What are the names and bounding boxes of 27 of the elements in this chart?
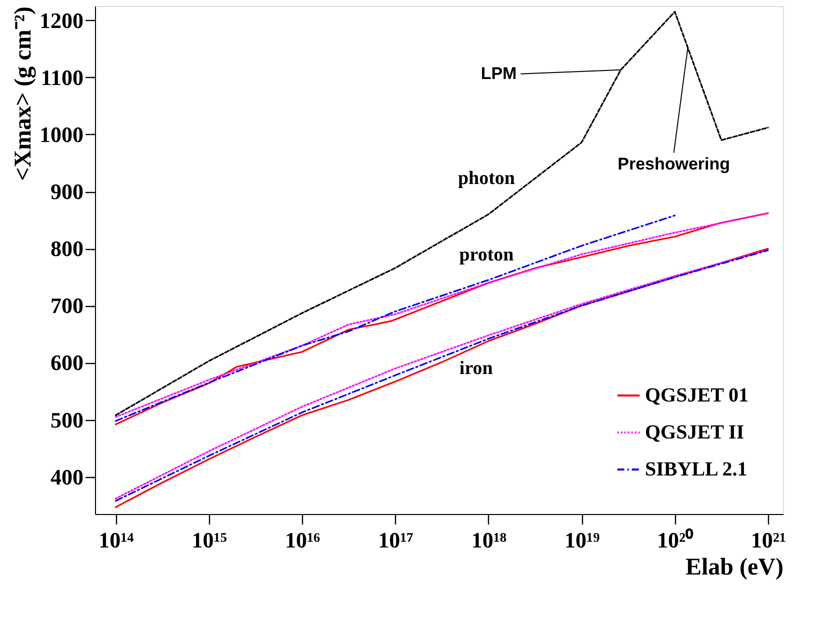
annotation: LPM — [480, 64, 517, 83]
x-tick-label: 10²⁰ — [656, 528, 694, 552]
y-tick-label: 1000 — [40, 122, 84, 147]
y-tick-label: 900 — [50, 179, 84, 204]
x-axis-title: Elab (eV) — [686, 554, 784, 580]
y-tick-label: 1200 — [40, 8, 84, 33]
x-tick-label: 10¹⁹ — [564, 528, 600, 552]
x-tick-label: 10¹⁴ — [98, 528, 134, 552]
y-axis-title: <Xmax> (g cm⁻²) — [10, 6, 36, 181]
y-tick-label: 400 — [50, 464, 84, 490]
y-tick-label: 500 — [50, 407, 84, 432]
y-tick-label: 800 — [50, 236, 84, 262]
legend-label: QGSJET 01 — [645, 384, 749, 406]
legend-label: SIBYLL 2.1 — [645, 458, 748, 480]
y-tick-label: 1100 — [40, 64, 84, 90]
annotation: Preshowering — [618, 154, 730, 174]
annotation: proton — [459, 244, 514, 266]
x-tick-label: 10¹⁶ — [284, 528, 321, 552]
y-tick-label: 700 — [50, 293, 84, 318]
x-tick-label: 10¹⁸ — [471, 528, 507, 552]
x-tick-label: 10¹⁵ — [192, 528, 228, 552]
x-tick-label: 10¹⁷ — [378, 528, 414, 552]
x-tick-label: 10²¹ — [750, 528, 786, 552]
annotation: photon — [458, 168, 516, 190]
y-tick-label: 600 — [50, 350, 84, 376]
annotation: iron — [459, 358, 494, 380]
legend-label: QGSJET II — [645, 422, 744, 444]
